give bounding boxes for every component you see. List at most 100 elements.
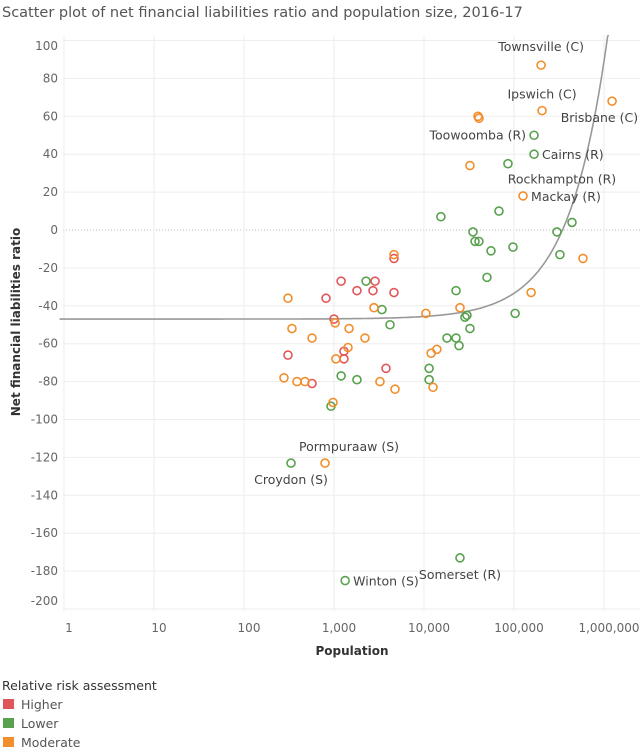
data-point-lower[interactable] bbox=[567, 217, 577, 228]
data-point-moderate[interactable] bbox=[474, 113, 484, 123]
data-point-moderate[interactable] bbox=[287, 323, 297, 334]
legend-label-lower: Lower bbox=[21, 716, 59, 731]
data-point-lower[interactable] bbox=[436, 211, 446, 222]
data-point-lower[interactable] bbox=[486, 246, 496, 256]
legend-label-moderate: Moderate bbox=[21, 735, 81, 750]
data-point-lower[interactable] bbox=[385, 319, 395, 330]
data-point-lower[interactable] bbox=[555, 249, 565, 260]
y-tick-label: -80 bbox=[38, 375, 58, 389]
data-point-moderate[interactable] bbox=[428, 382, 438, 393]
x-tick-label: 100 bbox=[238, 621, 261, 635]
data-point-lower[interactable] bbox=[465, 323, 475, 334]
data-point-higher[interactable] bbox=[368, 285, 378, 296]
data-point-moderate[interactable] bbox=[578, 253, 588, 264]
data-point-lower[interactable] bbox=[468, 227, 478, 237]
data-point-moderate[interactable] bbox=[320, 458, 330, 468]
data-point-moderate[interactable] bbox=[344, 323, 354, 334]
data-point-lower[interactable] bbox=[552, 227, 562, 237]
data-point-lower[interactable] bbox=[442, 333, 452, 343]
data-point-moderate[interactable] bbox=[375, 376, 385, 387]
data-point-higher[interactable] bbox=[336, 276, 346, 286]
data-point-lower[interactable] bbox=[529, 130, 539, 141]
point-labels: Toowoomba (R) Cairns (R) Rockhampton (R) Cr… bbox=[254, 39, 638, 588]
data-point-moderate[interactable] bbox=[343, 342, 353, 353]
data-point-lower[interactable] bbox=[503, 158, 513, 169]
x-axis-label: Population bbox=[315, 644, 388, 658]
data-point-moderate[interactable] bbox=[330, 318, 340, 328]
legend-item-moderate[interactable]: Moderate bbox=[3, 735, 81, 750]
data-point-lower[interactable] bbox=[336, 371, 346, 381]
data-points bbox=[279, 60, 617, 586]
y-tick-label: -120 bbox=[31, 450, 58, 464]
data-point-higher[interactable] bbox=[352, 285, 362, 296]
data-point-lower[interactable] bbox=[455, 553, 465, 563]
legend-item-higher[interactable]: Higher bbox=[3, 697, 63, 712]
data-point-moderate[interactable] bbox=[390, 384, 400, 394]
data-point-moderate[interactable] bbox=[369, 302, 379, 313]
point-label: Ipswich (C) bbox=[508, 87, 577, 102]
data-point-lower[interactable] bbox=[494, 206, 504, 216]
legend-swatch-higher bbox=[3, 699, 14, 709]
data-point-moderate[interactable] bbox=[432, 344, 442, 355]
point-label: Pormpuraaw (S) bbox=[299, 439, 399, 454]
data-point-moderate[interactable] bbox=[307, 333, 317, 343]
data-point-lower[interactable] bbox=[377, 304, 387, 315]
data-point-lower[interactable] bbox=[454, 340, 464, 351]
data-point-lower[interactable] bbox=[474, 236, 484, 247]
data-point-moderate[interactable] bbox=[536, 60, 546, 70]
data-point-lower[interactable] bbox=[361, 276, 371, 286]
data-point-higher[interactable] bbox=[321, 293, 331, 304]
y-tick-label: -160 bbox=[31, 526, 58, 540]
point-label: Townsville (C) bbox=[497, 39, 584, 54]
point-label: Cairns (R) bbox=[542, 147, 604, 162]
y-axis-label: Net financial liabilities ratio bbox=[9, 228, 23, 416]
data-point-moderate[interactable] bbox=[389, 249, 399, 260]
data-point-lower[interactable] bbox=[340, 575, 350, 586]
x-tick-label: 100,000 bbox=[494, 621, 544, 635]
data-point-lower[interactable] bbox=[424, 374, 434, 385]
data-point-higher[interactable] bbox=[370, 276, 380, 286]
data-point-lower[interactable] bbox=[529, 149, 539, 159]
data-point-lower[interactable] bbox=[510, 308, 520, 319]
data-point-moderate[interactable] bbox=[465, 160, 475, 171]
point-label: Brisbane (C) bbox=[561, 110, 638, 125]
data-point-higher[interactable] bbox=[381, 363, 391, 374]
data-point-higher[interactable] bbox=[283, 350, 293, 360]
x-tick-label: 1,000 bbox=[322, 621, 356, 635]
y-tick-label: 0 bbox=[50, 223, 58, 237]
data-point-moderate[interactable] bbox=[537, 105, 547, 116]
data-point-moderate[interactable] bbox=[360, 333, 370, 343]
data-point-lower[interactable] bbox=[451, 285, 461, 296]
data-point-moderate[interactable] bbox=[328, 397, 338, 408]
data-point-lower[interactable] bbox=[460, 312, 470, 322]
data-point-higher[interactable] bbox=[389, 287, 399, 298]
data-point-moderate[interactable] bbox=[279, 373, 289, 383]
x-tick-label: 10,000 bbox=[408, 621, 450, 635]
data-point-moderate[interactable] bbox=[421, 308, 431, 319]
data-point-lower[interactable] bbox=[462, 310, 472, 321]
chart-title: Scatter plot of net financial liabilitie… bbox=[2, 5, 523, 21]
data-point-lower[interactable] bbox=[470, 236, 480, 247]
y-tick-label: -40 bbox=[38, 299, 58, 313]
data-point-moderate[interactable] bbox=[331, 354, 341, 364]
data-point-moderate[interactable] bbox=[283, 293, 293, 304]
data-point-moderate[interactable] bbox=[300, 376, 310, 387]
data-point-lower[interactable] bbox=[352, 374, 362, 385]
legend-swatch-lower bbox=[3, 718, 14, 728]
legend-title: Relative risk assessment bbox=[2, 678, 157, 693]
data-point-moderate[interactable] bbox=[455, 302, 465, 313]
data-point-lower[interactable] bbox=[482, 272, 492, 283]
legend-item-lower[interactable]: Lower bbox=[3, 716, 59, 731]
data-point-higher[interactable] bbox=[389, 253, 399, 264]
y-tick-label: -100 bbox=[31, 413, 58, 427]
point-label: Croydon (S) bbox=[254, 472, 328, 487]
point-label: Toowoomba (R) bbox=[429, 127, 527, 142]
data-point-lower[interactable] bbox=[424, 363, 434, 374]
data-point-moderate[interactable] bbox=[607, 96, 617, 106]
data-point-moderate[interactable] bbox=[526, 287, 536, 298]
y-tick-label: 100 bbox=[35, 39, 58, 53]
data-point-moderate[interactable] bbox=[518, 191, 528, 201]
data-point-lower[interactable] bbox=[286, 458, 296, 468]
data-point-lower[interactable] bbox=[508, 242, 518, 252]
